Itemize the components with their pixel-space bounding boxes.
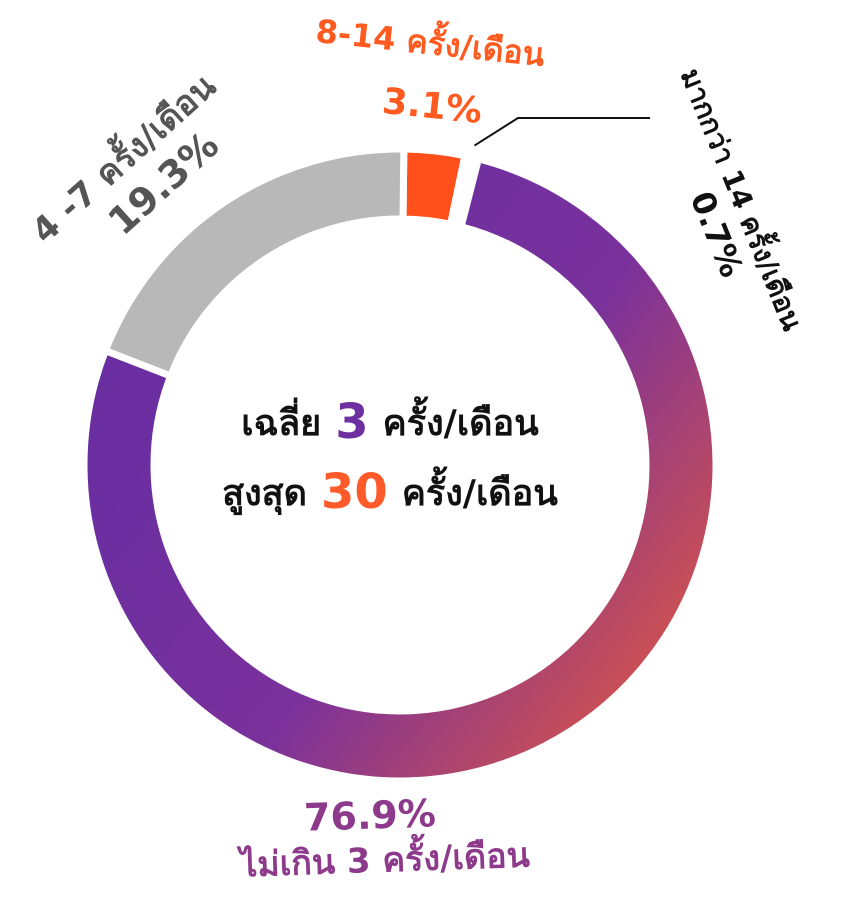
center-number: 30 <box>321 464 388 520</box>
value-label: 76.9% <box>303 791 436 840</box>
center-text: เฉลี่ย <box>241 397 321 444</box>
donut-segment <box>80 154 720 785</box>
center-line-1: เฉลี่ย 3 ครั้ง/เดือน <box>241 394 539 450</box>
category-label: ไม่เกิน 3 ครั้ง/เดือน <box>236 829 530 885</box>
center-text: สูงสุด <box>222 473 307 516</box>
leader-line <box>473 117 650 147</box>
center-line-2: สูงสุด 30 ครั้ง/เดือน <box>222 464 558 520</box>
donut-segment <box>100 145 408 381</box>
center-number: 3 <box>335 394 368 450</box>
center-text: ครั้ง/เดือน <box>402 466 558 514</box>
center-text: ครั้ง/เดือน <box>383 396 539 444</box>
category-label: 8-14 ครั้ง/เดือน <box>314 7 547 74</box>
value-label: 3.1% <box>380 81 484 132</box>
donut <box>80 117 720 785</box>
